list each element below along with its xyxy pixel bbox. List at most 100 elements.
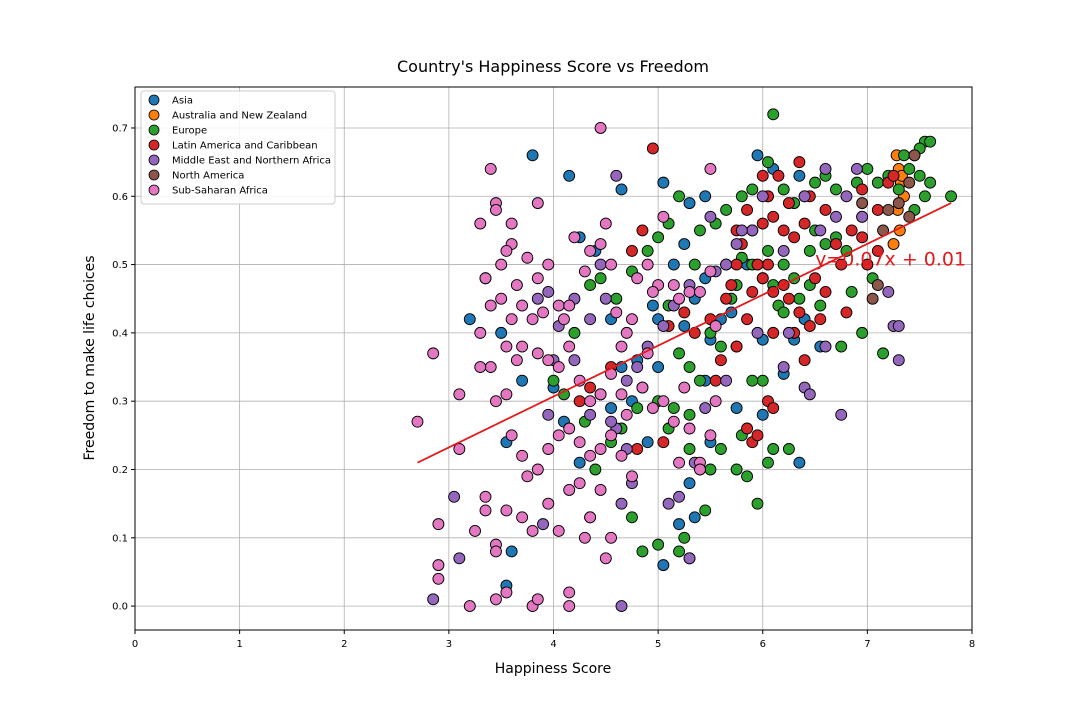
data-point [500,244,513,257]
data-point [526,149,539,162]
data-point [662,497,675,510]
data-point [531,347,544,360]
data-point [720,374,733,387]
data-point [803,388,816,401]
legend-marker [148,139,160,151]
data-point [751,258,764,271]
data-point [542,285,555,298]
data-point [709,320,722,333]
data-point [615,340,628,353]
data-point [510,354,523,367]
data-point [646,402,659,414]
data-point [830,183,842,196]
legend-box [140,90,336,205]
data-point [594,388,607,401]
x-tick-label: 6 [760,639,766,650]
data-point [756,169,769,182]
data-point [830,210,842,223]
trendline [417,202,952,464]
x-tick-label: 3 [446,639,452,650]
data-point [552,361,565,373]
data-point [683,285,696,298]
data-point [552,525,565,537]
data-point [699,504,712,517]
x-axis-label: Happiness Score [495,661,612,677]
data-point [819,340,832,353]
data-point [500,388,513,401]
data-point [913,169,926,182]
data-point [568,326,581,339]
data-point [683,408,696,421]
data-point [568,231,581,244]
data-point [646,285,659,298]
data-point [578,531,591,544]
data-point [516,449,529,462]
data-point [809,176,822,189]
data-point [673,292,685,305]
data-point [840,190,853,203]
data-point [563,299,576,312]
data-point [448,490,461,503]
data-point [505,217,518,230]
data-point [741,313,754,326]
data-point [777,183,790,196]
data-point [667,279,680,292]
data-point [845,285,858,298]
data-point [620,374,633,387]
data-point [892,183,905,196]
data-point [641,258,654,271]
data-point [531,593,544,606]
data-point [631,272,644,285]
data-point [516,340,529,353]
series-latin-america-and-caribbean [573,142,900,455]
data-point [552,429,565,442]
data-point [678,381,691,394]
data-point [756,217,769,230]
legend-marker [148,124,160,136]
data-point [924,135,937,148]
data-point [500,504,513,517]
data-point [751,497,764,510]
x-tick-label: 8 [969,639,975,650]
data-point [531,272,544,285]
data-point [798,217,811,230]
data-point [782,326,795,339]
x-tick-label: 1 [236,639,242,650]
data-point [720,258,733,271]
data-point [516,511,529,524]
data-point [767,210,780,223]
legend-marker [148,169,160,181]
data-point [709,395,722,408]
data-point [573,456,586,469]
data-point [563,422,576,435]
data-point [584,408,597,421]
data-point [531,463,544,476]
data-point [542,258,555,271]
data-point [746,224,759,237]
y-tick-label: 0.0 [112,602,128,613]
data-point [835,258,848,271]
data-point [521,470,534,483]
data-point [678,531,691,544]
data-point [819,163,832,175]
data-point [908,149,921,162]
data-point [741,203,754,216]
data-point [840,306,853,319]
data-point [871,203,884,216]
data-point [892,354,905,367]
y-tick-label: 0.1 [112,533,128,544]
data-point [704,210,717,223]
data-point [898,149,910,162]
legend-label: Europe [172,126,207,137]
data-point [694,285,706,298]
data-point [683,197,696,210]
data-point [673,518,685,531]
data-point [756,190,769,203]
data-point [683,443,696,455]
data-point [584,279,597,292]
data-point [411,415,424,428]
data-point [652,361,665,373]
data-point [667,402,680,414]
data-point [704,163,717,175]
